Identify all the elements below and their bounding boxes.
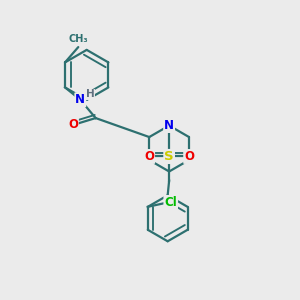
- Text: S: S: [164, 150, 174, 163]
- Text: O: O: [184, 150, 194, 163]
- Text: H: H: [86, 89, 94, 100]
- Text: N: N: [164, 119, 174, 132]
- Text: Cl: Cl: [164, 196, 177, 209]
- Text: O: O: [144, 150, 154, 163]
- Text: CH₃: CH₃: [68, 34, 88, 44]
- Text: N: N: [75, 93, 85, 106]
- Text: O: O: [68, 118, 78, 131]
